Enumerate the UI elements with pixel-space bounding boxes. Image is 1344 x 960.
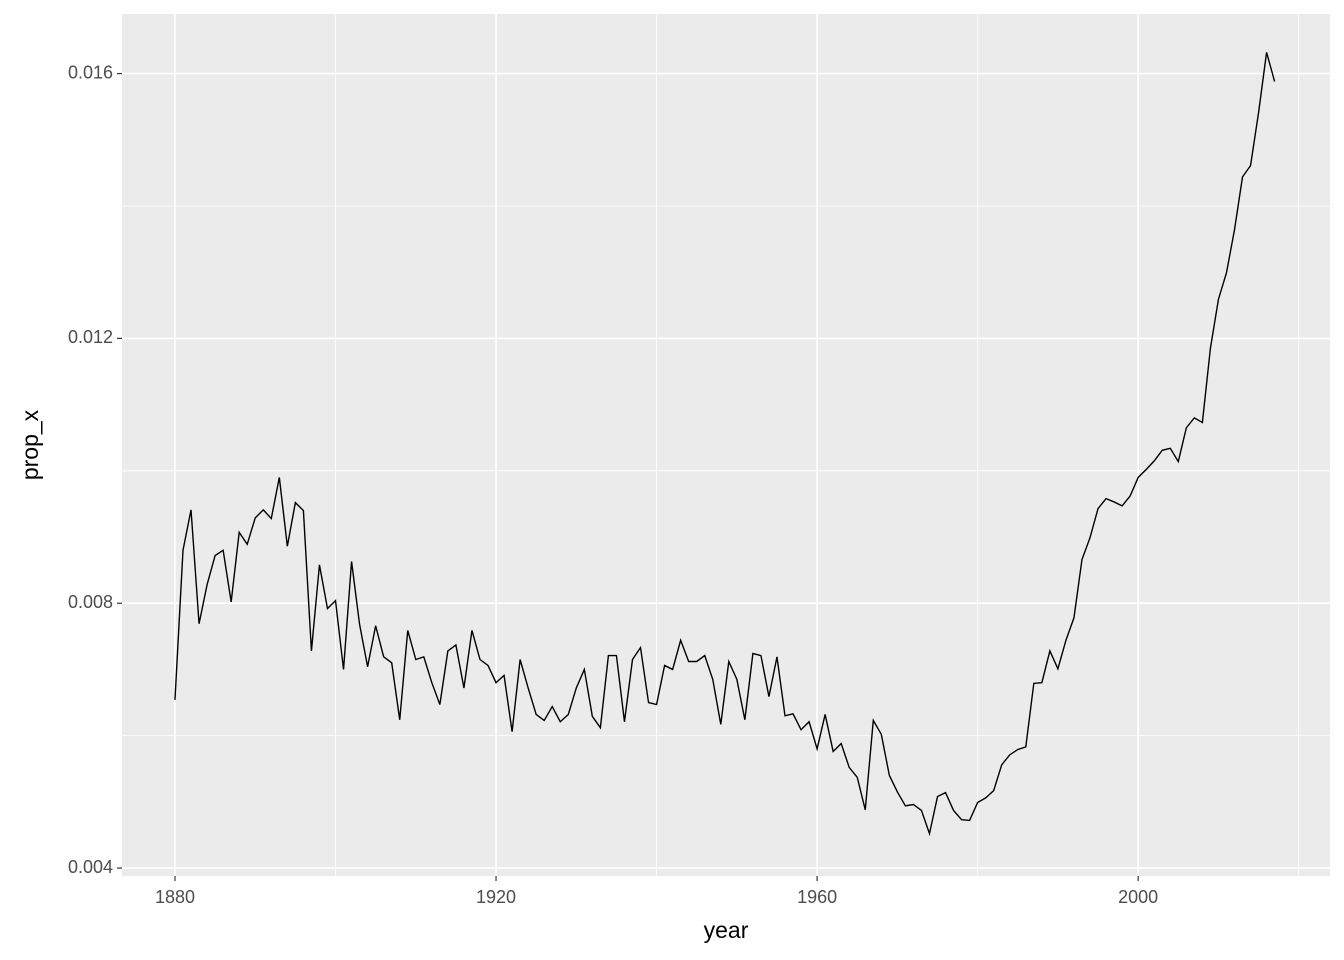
y-axis-title: prop_x [17, 409, 43, 480]
x-tick-label: 2000 [1118, 887, 1158, 907]
y-tick-label: 0.008 [68, 592, 113, 612]
data-line [174, 52, 1276, 837]
panel [122, 14, 1330, 876]
x-tick-label: 1960 [797, 887, 837, 907]
y-tick-label: 0.004 [68, 857, 113, 877]
x-tick-label: 1920 [476, 887, 516, 907]
x-tick-label: 1880 [155, 887, 195, 907]
y-tick-label: 0.016 [68, 62, 113, 82]
x-axis-title: year [704, 917, 749, 943]
y-tick-label: 0.012 [68, 327, 113, 347]
